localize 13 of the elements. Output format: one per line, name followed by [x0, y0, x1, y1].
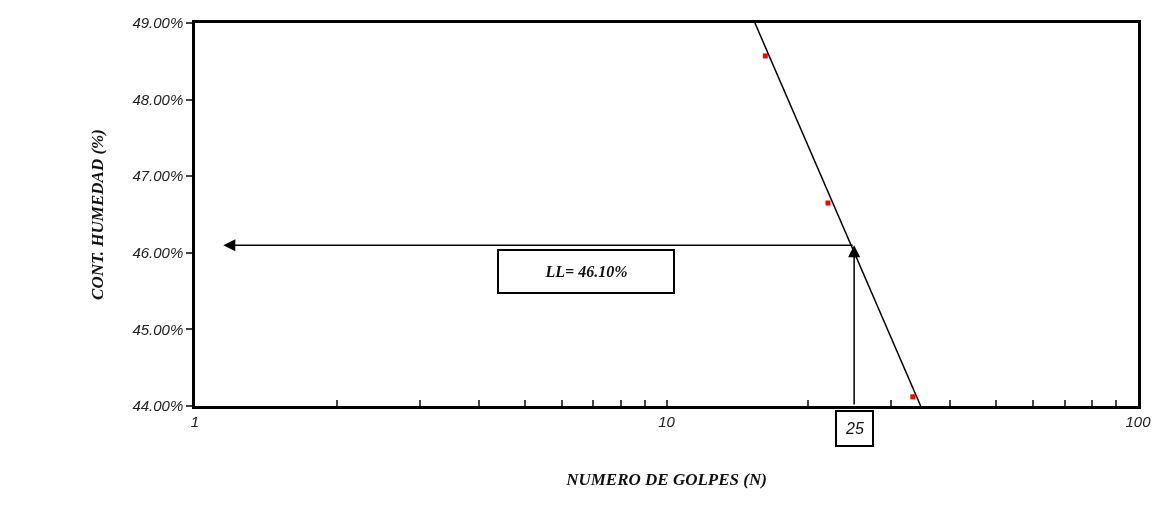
y-axis-title: CONT. HUMEDAD (%) — [87, 129, 107, 300]
y-tick-label: 48.00% — [132, 90, 184, 108]
y-tick-label: 49.00% — [132, 14, 184, 32]
annotation: 25 — [845, 420, 864, 437]
annotation: LL= 46.10% — [544, 263, 628, 280]
y-tick-label: 45.00% — [132, 320, 184, 338]
x-tick-label: 10 — [658, 412, 676, 430]
y-tick-label: 47.00% — [132, 167, 184, 185]
x-tick-label: 1 — [190, 412, 200, 430]
x-axis-title: NUMERO DE GOLPES (N) — [565, 470, 767, 490]
x-tick-label: 100 — [1125, 412, 1152, 430]
y-tick-label: 44.00% — [132, 397, 184, 415]
y-tick-label: 46.00% — [132, 244, 184, 262]
